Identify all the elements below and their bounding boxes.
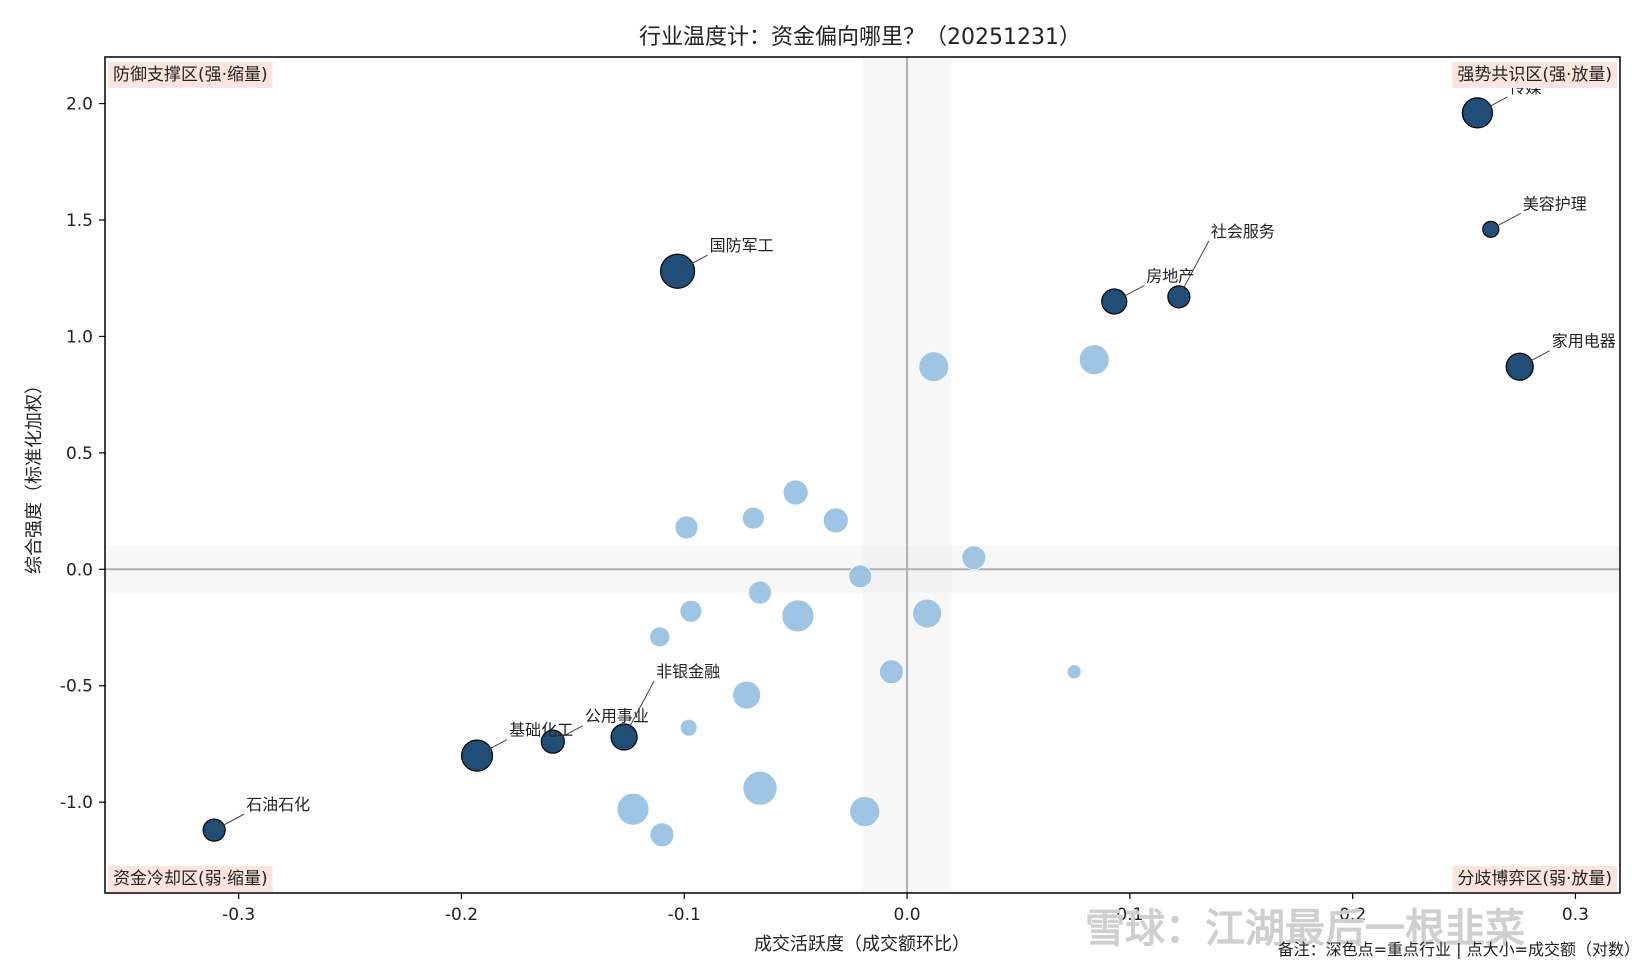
x-tick-label: 0.0 <box>894 905 921 925</box>
zone-label-bottom-left: 资金冷却区(弱·缩量) <box>108 866 273 892</box>
annotation-label: 石油石化 <box>246 795 310 814</box>
watermark: 雪球：江湖最后一根韭菜 <box>1085 906 1525 952</box>
chart-note: 备注：深色点=重点行业 | 点大小=成交额（对数） <box>1278 940 1640 959</box>
data-point <box>918 351 950 383</box>
y-tick-label: 2.0 <box>66 95 93 115</box>
annotation-leader-line <box>1178 240 1210 298</box>
x-tick-label: -0.3 <box>222 905 255 925</box>
annotation-leader-line <box>623 680 655 738</box>
data-point <box>781 599 815 633</box>
x-axis-label: 成交活跃度（成交额环比） <box>754 934 970 955</box>
annotation-leader-line <box>213 813 245 831</box>
data-point <box>679 718 698 737</box>
zone-top-left-text: 防御支撑区(强·缩量) <box>113 65 268 85</box>
chart-title: 行业温度计：资金偏向哪里？（20251231） <box>639 25 1081 50</box>
y-tick-label: -0.5 <box>60 677 93 697</box>
annotation-label: 房地产 <box>1146 267 1194 286</box>
annotation-label: 非银金融 <box>656 662 720 681</box>
x-tick-label: 0.1 <box>1116 905 1143 925</box>
annotation-label: 国防军工 <box>710 236 774 255</box>
zone-label-bottom-right: 分歧博弈区(弱·放量) <box>1452 866 1617 892</box>
annotation-label: 美容护理 <box>1523 194 1587 213</box>
data-point <box>741 506 765 530</box>
annotation-label: 社会服务 <box>1211 222 1275 241</box>
data-point <box>748 580 772 605</box>
zone-label-top-right: 强势共识区(强·放量) <box>1452 62 1617 88</box>
zone-bottom-left-text: 资金冷却区(弱·缩量) <box>113 869 268 889</box>
data-point <box>742 770 778 806</box>
zone-top-right-text: 强势共识区(强·放量) <box>1457 65 1612 85</box>
y-tick-label: 1.0 <box>66 327 93 347</box>
y-axis-label: 综合强度（标准化加权） <box>24 376 45 574</box>
data-point <box>649 822 675 848</box>
x-tick-label: 0.2 <box>1339 905 1366 925</box>
data-point <box>649 626 671 648</box>
annotations-layer: 传媒美容护理社会服务房地产家用电器国防军工非银金融公用事业基础化工石油石化 <box>213 78 1616 831</box>
zone-label-top-left: 防御支撑区(强·缩量) <box>108 62 273 88</box>
x-tick-label: 0.3 <box>1562 905 1589 925</box>
annotation-leader-line <box>677 254 708 272</box>
data-point <box>732 680 762 710</box>
x-tick-label: -0.2 <box>445 905 478 925</box>
annotation-leader-line <box>476 739 508 757</box>
annotation-label: 公用事业 <box>585 707 649 726</box>
data-point <box>674 515 699 540</box>
y-tick-label: 0.5 <box>66 444 93 464</box>
data-point <box>1078 344 1110 376</box>
annotation-leader-line <box>552 725 584 743</box>
data-point <box>679 599 703 623</box>
plot-frame <box>104 56 1621 894</box>
y-tick-label: 0.0 <box>66 560 93 580</box>
data-point <box>1066 664 1082 680</box>
annotation-label: 家用电器 <box>1552 332 1616 351</box>
data-point <box>849 796 881 827</box>
annotation-leader-line <box>1490 212 1522 230</box>
axis-ticks: -0.3 -0.2 -0.1 0.0 0.1 0.2 0.3 -1.0 -0.5 0.0 0.5 1.… <box>60 95 1589 925</box>
data-point <box>822 507 849 534</box>
data-point <box>879 659 904 685</box>
data-point <box>848 564 873 589</box>
x-tick-label: -0.1 <box>668 905 701 925</box>
annotation-leader-line <box>1519 350 1550 368</box>
annotation-leader-line <box>1114 285 1145 302</box>
data-point <box>961 545 987 571</box>
zone-bottom-right-text: 分歧博弈区(弱·放量) <box>1457 869 1612 889</box>
data-point <box>782 479 809 506</box>
annotation-leader-line <box>1477 96 1508 114</box>
annotation-label: 基础化工 <box>509 721 573 740</box>
data-point <box>616 792 650 826</box>
data-point <box>912 598 943 629</box>
y-tick-label: 1.5 <box>66 211 93 231</box>
y-tick-label: -1.0 <box>60 793 93 813</box>
